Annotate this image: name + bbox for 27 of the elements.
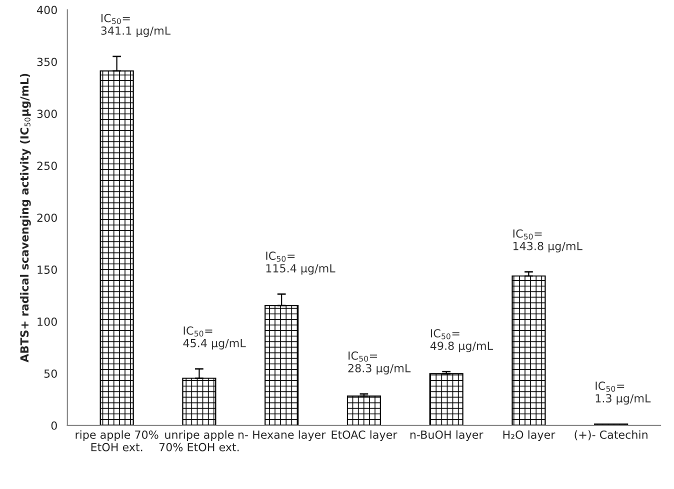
data-label: IC$_{50}$= 45.4 µg/mL	[183, 326, 246, 350]
bar	[512, 275, 546, 426]
y-tick-label: 250	[37, 162, 57, 170]
data-label: IC$_{50}$= 1.3 µg/mL	[596, 382, 651, 405]
bar	[429, 373, 464, 426]
y-tick-label: 400	[37, 6, 57, 14]
y-tick-label: 0	[51, 421, 57, 430]
x-tick-label: ripe apple 70% EtOH ext.	[76, 430, 158, 452]
x-tick-label: EtOAC layer	[332, 430, 398, 442]
y-tick-label: 300	[37, 110, 57, 118]
x-tick-label: n- Hexane layer	[238, 430, 326, 442]
y-tick-label: 350	[37, 58, 57, 66]
data-label: IC$_{50}$= 143.8 µg/mL	[513, 229, 582, 252]
y-axis-title: ABTS+ radical scavenging activity (IC$_{50}$µg/mL)	[20, 74, 31, 362]
y-tick-label: 200	[37, 214, 57, 222]
x-tick-label: unripe apple 70% EtOH ext.	[159, 430, 239, 452]
x-tick-label: H₂O layer	[503, 430, 556, 442]
bar	[346, 395, 381, 426]
x-tick-label: (+)- Catechin	[574, 430, 648, 440]
data-label: IC$_{50}$= 115.4 µg/mL	[266, 252, 336, 275]
y-tick-label: 100	[38, 317, 57, 326]
data-label: IC$_{50}$= 28.3 µg/mL	[348, 351, 411, 374]
y-tick-label: 50	[44, 369, 57, 378]
y-tick-label: 150	[38, 266, 57, 274]
x-tick-label: n-BuOH layer	[410, 430, 484, 442]
data-label: IC$_{50}$= 49.8 µg/mL	[430, 329, 493, 352]
data-label: IC$_{50}$= 341.1 µg/mL	[101, 14, 171, 37]
